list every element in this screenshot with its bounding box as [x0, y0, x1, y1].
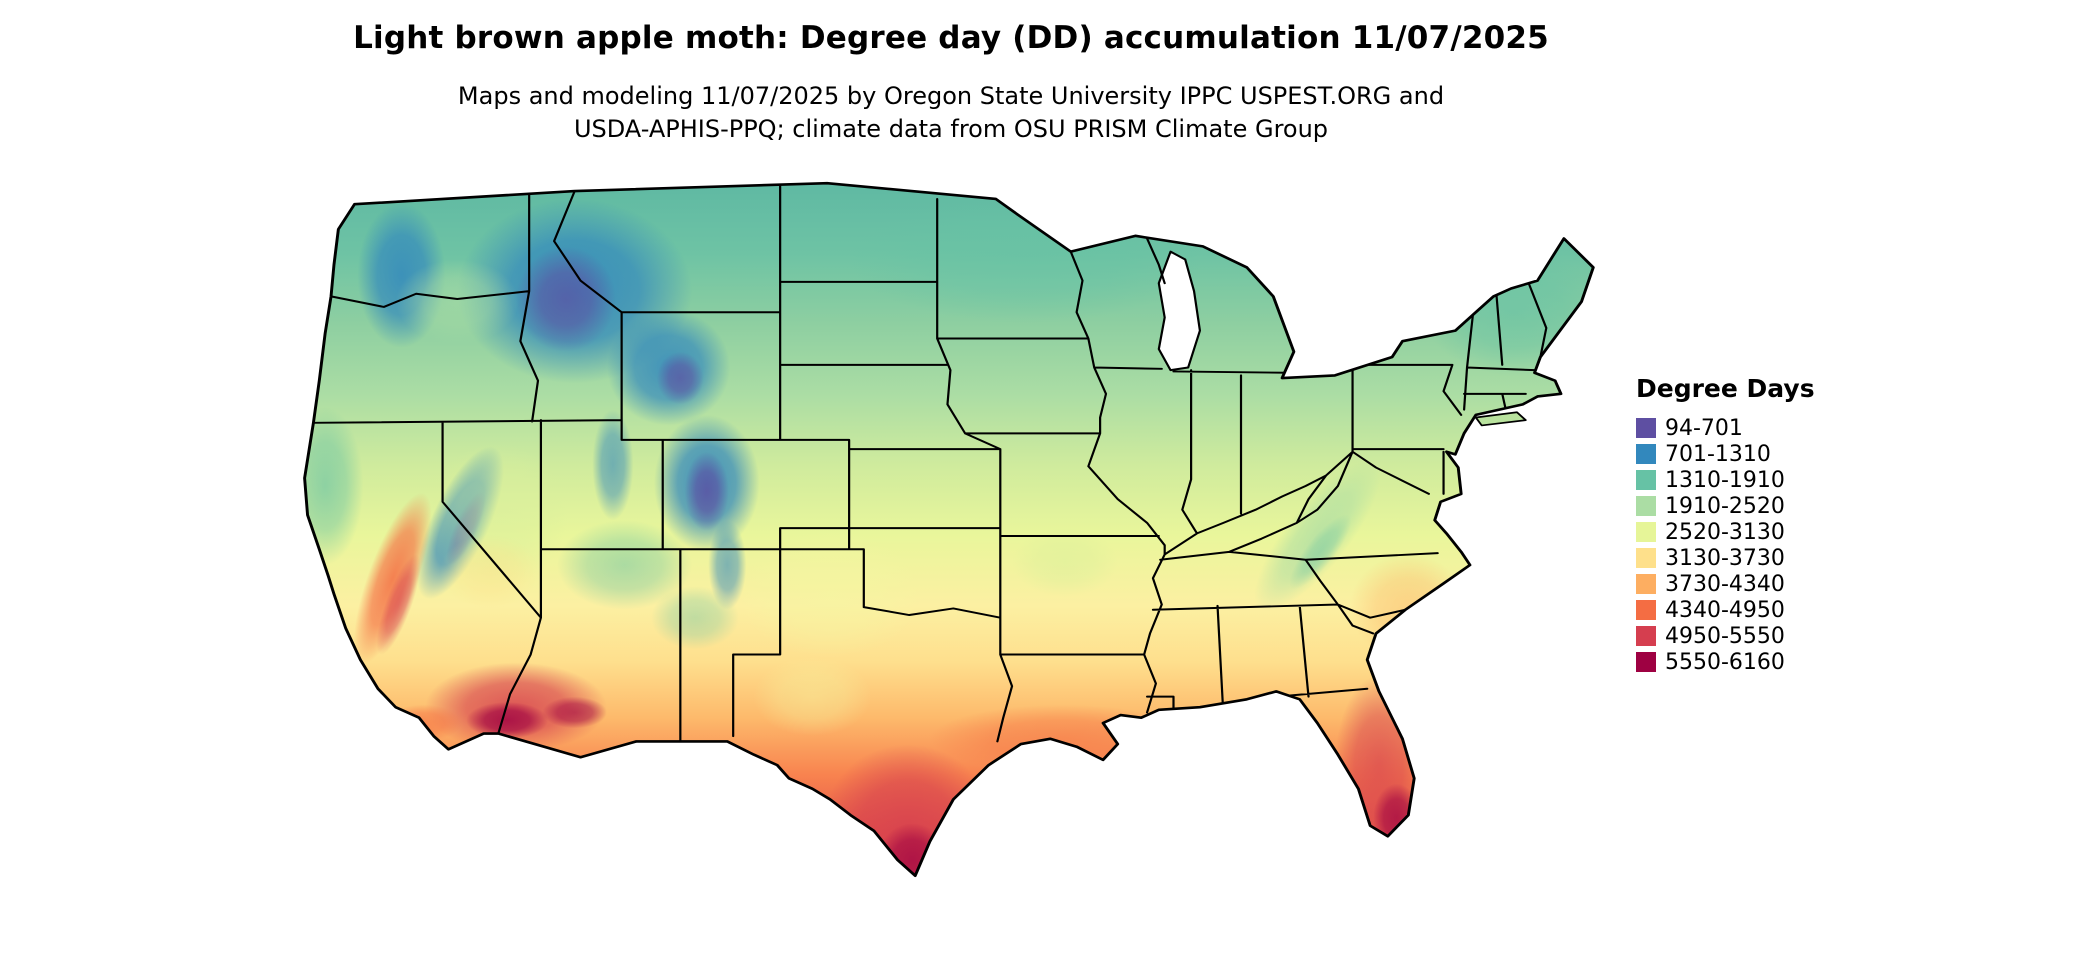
- legend-range-label: 5550-6160: [1665, 649, 1785, 675]
- legend-row: 3130-3730: [1636, 545, 1815, 571]
- legend-range-label: 2520-3130: [1665, 519, 1785, 545]
- legend-range-label: 1910-2520: [1665, 493, 1785, 519]
- legend-title: Degree Days: [1636, 374, 1815, 403]
- legend-color-swatch: [1636, 522, 1656, 542]
- legend-range-label: 3130-3730: [1665, 545, 1785, 571]
- legend-row: 5550-6160: [1636, 649, 1815, 675]
- legend-color-swatch: [1636, 548, 1656, 568]
- legend-row: 94-701: [1636, 415, 1815, 441]
- state-borders: [312, 183, 1548, 753]
- legend-color-swatch: [1636, 600, 1656, 620]
- legend-row: 701-1310: [1636, 441, 1815, 467]
- legend-color-swatch: [1636, 496, 1656, 516]
- page-title: Light brown apple moth: Degree day (DD) …: [353, 20, 1549, 56]
- us-degree-day-map: [303, 181, 1595, 878]
- us-outline: [303, 181, 1595, 878]
- legend-color-swatch: [1636, 652, 1656, 672]
- legend-range-label: 701-1310: [1665, 441, 1771, 467]
- legend-range-label: 94-701: [1665, 415, 1743, 441]
- legend-range-label: 4950-5550: [1665, 623, 1785, 649]
- legend: Degree Days 94-701 701-1310 1310-1910 19…: [1636, 374, 1815, 675]
- subtitle-line-2: USDA-APHIS-PPQ; climate data from OSU PR…: [573, 115, 1329, 143]
- lake-michigan: [1157, 250, 1202, 372]
- legend-range-label: 1310-1910: [1665, 467, 1785, 493]
- legend-color-swatch: [1636, 574, 1656, 594]
- page-subtitle: Maps and modeling 11/07/2025 by Oregon S…: [0, 80, 1902, 146]
- legend-row: 1910-2520: [1636, 493, 1815, 519]
- subtitle-line-1: Maps and modeling 11/07/2025 by Oregon S…: [457, 82, 1445, 110]
- legend-row: 3730-4340: [1636, 571, 1815, 597]
- legend-color-swatch: [1636, 470, 1656, 490]
- legend-color-swatch: [1636, 626, 1656, 646]
- legend-row: 4340-4950: [1636, 597, 1815, 623]
- legend-range-label: 4340-4950: [1665, 597, 1785, 623]
- legend-range-label: 3730-4340: [1665, 571, 1785, 597]
- legend-row: 1310-1910: [1636, 467, 1815, 493]
- legend-row: 2520-3130: [1636, 519, 1815, 545]
- legend-entries: 94-701 701-1310 1310-1910 1910-2520 2520…: [1636, 415, 1815, 675]
- long-island: [1474, 411, 1527, 427]
- legend-row: 4950-5550: [1636, 623, 1815, 649]
- legend-color-swatch: [1636, 444, 1656, 464]
- legend-color-swatch: [1636, 418, 1656, 438]
